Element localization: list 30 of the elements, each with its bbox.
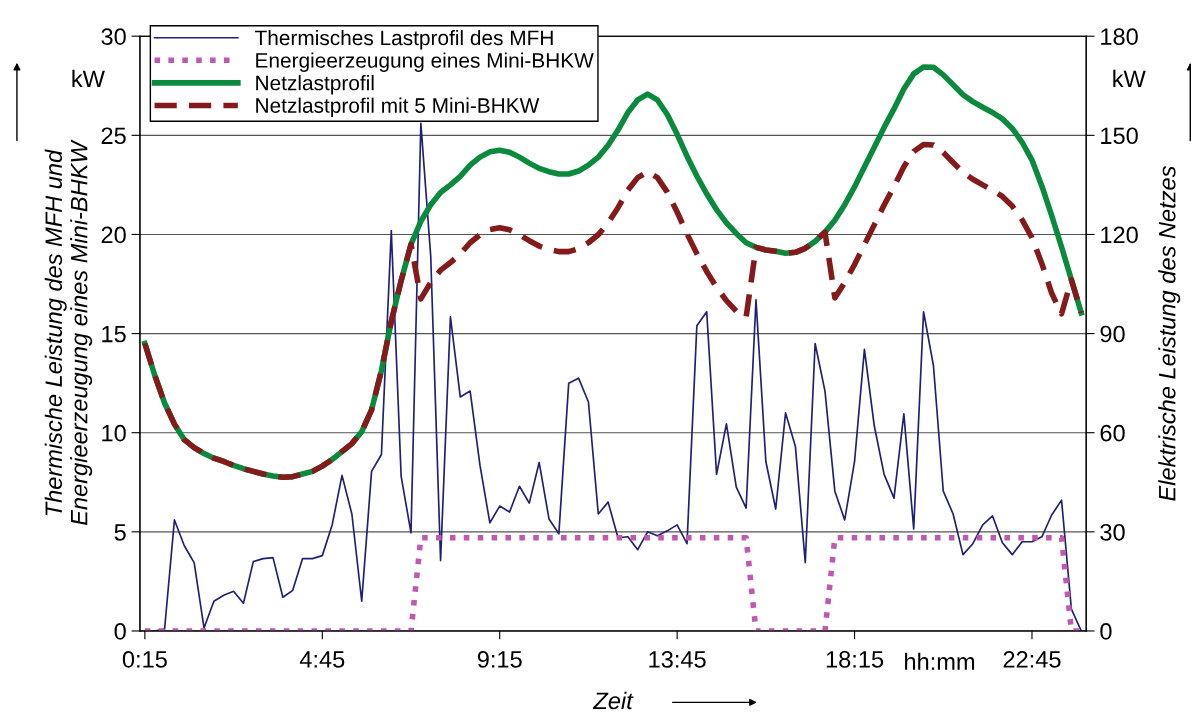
text: kW xyxy=(1113,69,1146,87)
legend-label: Energieerzeugung eines Mini-BHKW xyxy=(256,52,594,72)
y2-tick-label: 0 xyxy=(1100,623,1112,640)
y-tick-label: 5 xyxy=(114,524,126,541)
legend-label: Netzlastprofil mit 5 Mini-BHKW xyxy=(256,97,540,118)
y2-tick-label: 180 xyxy=(1101,28,1138,45)
x-tick-label: 18:15 xyxy=(826,651,884,668)
text: hh:mm xyxy=(905,652,975,670)
y2-axis-title: Elektrische Leistung des Netzes xyxy=(1158,166,1181,501)
y-tick-label: 0 xyxy=(114,623,126,640)
legend-label: Netzlastprofil xyxy=(256,75,374,95)
y2-tick-label: 150 xyxy=(1101,127,1138,145)
y2-tick-label: 30 xyxy=(1100,523,1125,541)
y2-tick-label: 120 xyxy=(1101,226,1138,244)
y-tick-label: 15 xyxy=(102,325,126,343)
y-axis-title: Thermische Leistung des MFH und Energieerzeugung eines Mini-BHKW xyxy=(44,139,93,526)
x-tick-label: 4:45 xyxy=(299,651,345,668)
y-tick-label: 20 xyxy=(101,226,126,244)
x-axis-title: Zeit xyxy=(592,691,634,710)
legend-label: Thermisches Lastprofil des MFH xyxy=(254,29,553,50)
y-tick-label: 30 xyxy=(101,28,126,45)
text: kW xyxy=(72,69,105,87)
y2-tick-label: 60 xyxy=(1100,424,1125,442)
x-tick-label: 0:15 xyxy=(122,651,167,668)
y2-tick-label: 90 xyxy=(1100,325,1125,343)
y-tick-label: 25 xyxy=(101,127,126,145)
y-tick-label: 10 xyxy=(102,424,126,442)
x-tick-label: 9:15 xyxy=(477,651,522,668)
x-tick-label: 13:45 xyxy=(649,651,706,668)
x-tick-label: 22:45 xyxy=(1003,651,1061,668)
